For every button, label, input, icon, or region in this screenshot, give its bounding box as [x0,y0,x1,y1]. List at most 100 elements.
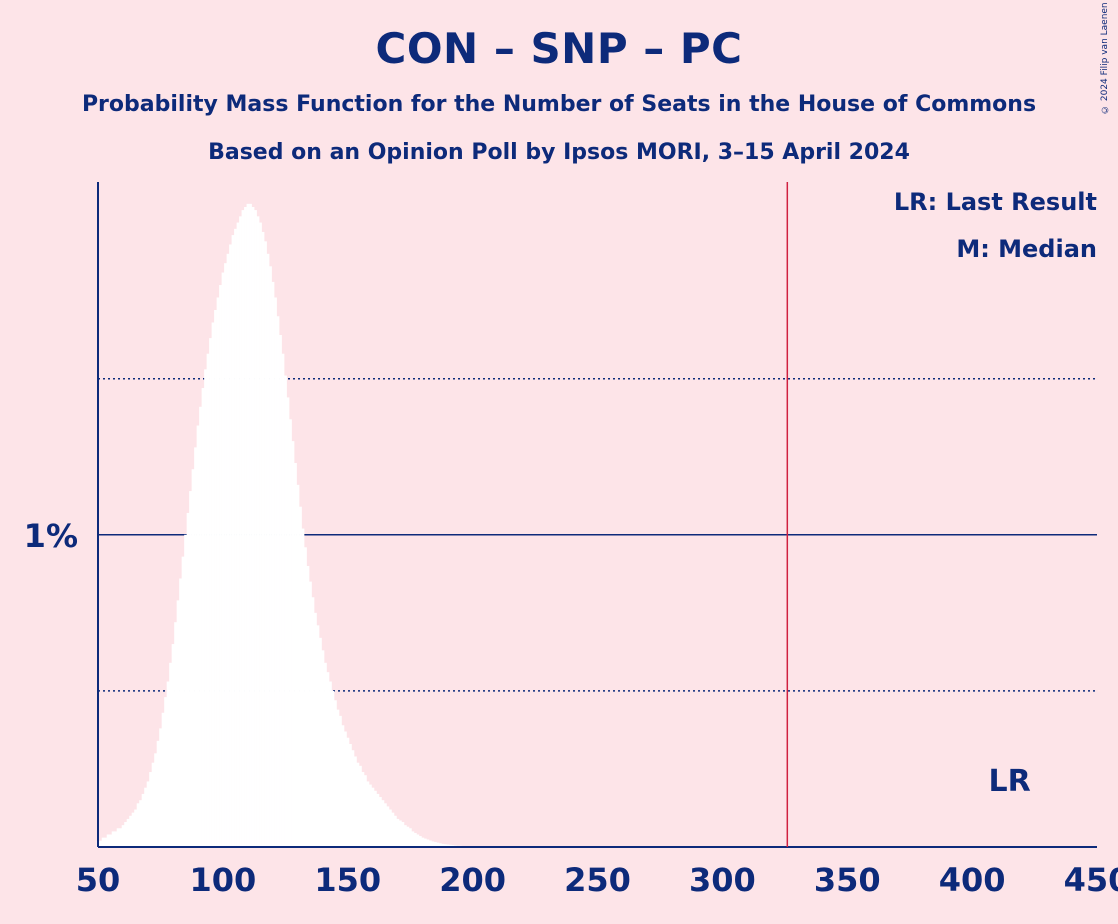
bar-104 [231,235,235,847]
bar-123 [279,334,282,848]
bar-82 [176,600,180,847]
y-tick-label-0: 1% [24,517,78,555]
bar-51 [99,840,103,847]
bar-186 [436,842,440,847]
bar-124 [281,353,285,847]
bar-81 [174,622,177,847]
bar-91 [199,406,202,847]
bar-167 [388,809,392,847]
bar-109 [244,206,247,847]
bar-160 [371,787,375,847]
bar-73 [154,753,157,847]
bar-70 [146,781,150,847]
x-tick-label-150: 150 [314,861,381,899]
bar-180 [421,837,425,847]
bar-172 [401,822,405,847]
bar-117 [264,241,267,848]
bar-138 [316,625,320,847]
bar-159 [368,784,372,847]
bar-93 [204,369,207,847]
bar-61 [124,822,128,847]
bar-68 [141,793,145,847]
bar-178 [416,834,420,847]
bar-102 [226,253,230,848]
x-tick-label-100: 100 [189,861,256,899]
bar-142 [326,672,330,847]
bar-153 [353,756,357,847]
x-tick-label-400: 400 [939,861,1006,899]
bar-176 [411,831,415,847]
bar-143 [329,681,332,847]
bar-175 [408,828,412,847]
bar-128 [291,441,295,847]
bar-182 [426,839,430,847]
bar-67 [139,800,143,847]
bar-185 [433,842,437,847]
bar-155 [358,765,362,847]
bar-171 [398,820,402,847]
bar-79 [169,662,172,847]
bar-88 [191,469,195,847]
bar-179 [418,836,422,847]
bar-137 [314,612,317,847]
bar-165 [383,803,387,847]
bar-65 [134,809,138,847]
bar-56 [111,831,115,847]
bar-173 [403,825,407,847]
legend-entry-0: LR: Last Result [894,188,1097,216]
bar-64 [131,812,135,847]
bar-134 [306,566,310,847]
x-tick-label-450: 450 [1064,861,1118,899]
bar-136 [311,597,315,847]
bar-164 [381,800,385,847]
bar-112 [251,206,255,847]
bar-135 [309,581,312,847]
bar-66 [136,803,140,847]
bar-156 [361,772,365,847]
bar-130 [296,484,300,847]
bar-132 [301,528,305,847]
x-tick-label-50: 50 [76,861,121,899]
bar-87 [189,491,192,847]
bar-97 [214,310,217,847]
bar-94 [206,353,210,847]
bar-157 [363,775,367,847]
x-tick-label-250: 250 [564,861,631,899]
bar-58 [116,828,120,847]
bar-108 [241,210,245,848]
bar-84 [181,556,185,847]
bar-99 [219,285,222,847]
bar-139 [319,637,322,847]
bar-149 [344,731,347,847]
bar-111 [249,203,252,847]
bar-83 [179,578,182,847]
bar-166 [386,806,390,847]
bar-76 [161,712,165,847]
bar-163 [378,797,382,847]
bar-161 [373,790,377,847]
bar-162 [376,793,380,847]
bar-53 [104,837,108,847]
bar-154 [356,762,360,847]
bar-187 [438,843,442,847]
bar-89 [194,447,197,847]
bar-127 [289,419,292,847]
bar-90 [196,425,200,847]
chart-subtitle-line-1: Probability Mass Function for the Number… [81,92,1037,117]
bar-183 [428,840,432,847]
bar-110 [246,203,250,847]
bar-85 [184,534,187,847]
bar-55 [109,834,113,847]
bar-177 [413,832,417,847]
bar-80 [171,644,175,847]
bar-150 [346,737,350,847]
bar-59 [119,828,123,847]
bar-62 [126,818,130,847]
x-tick-label-300: 300 [689,861,756,899]
bar-121 [274,297,277,847]
bar-148 [341,725,345,847]
bar-116 [261,231,265,847]
bar-78 [166,681,170,847]
bar-151 [348,743,352,847]
bar-125 [284,375,287,847]
